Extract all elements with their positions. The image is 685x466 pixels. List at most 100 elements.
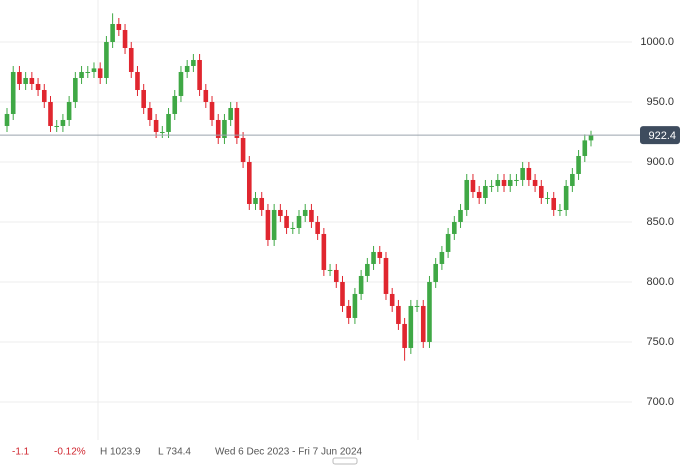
candle-body bbox=[29, 77, 35, 84]
y-tick-label: 750.0 bbox=[646, 336, 674, 348]
candle-body bbox=[23, 77, 28, 84]
candle-body bbox=[122, 29, 128, 48]
y-tick-label: 700.0 bbox=[646, 396, 674, 408]
candle-body bbox=[222, 119, 227, 138]
candle-body bbox=[153, 119, 159, 132]
candle-body bbox=[514, 179, 519, 181]
grid: 700.0 750.0 800.0 850.0 900.0 950.0 1000.0 bbox=[0, 36, 674, 408]
candle-body bbox=[228, 107, 233, 120]
candle-body bbox=[240, 137, 246, 162]
candle-body bbox=[582, 140, 588, 156]
candle-body bbox=[203, 89, 209, 102]
candle-body bbox=[483, 185, 488, 198]
candle-body bbox=[340, 281, 345, 306]
candle-body bbox=[352, 293, 358, 318]
candle-body bbox=[545, 197, 550, 199]
candle-body bbox=[551, 197, 557, 210]
candle-body bbox=[526, 167, 532, 180]
candles bbox=[4, 13, 594, 361]
candle-body bbox=[116, 23, 122, 30]
candle-body bbox=[365, 263, 370, 276]
candle-body bbox=[110, 23, 115, 42]
candle-body bbox=[458, 209, 463, 222]
candle-body bbox=[414, 305, 420, 307]
high-label: H 1023.9 bbox=[100, 447, 141, 458]
candle-body bbox=[85, 71, 91, 73]
candle-body bbox=[91, 68, 97, 72]
overlay: 922.4 bbox=[0, 126, 680, 145]
candle-body bbox=[234, 107, 240, 138]
candle-body bbox=[79, 71, 84, 78]
candle-body bbox=[209, 101, 215, 120]
candle-body bbox=[538, 185, 544, 198]
candle-body bbox=[470, 179, 476, 192]
candle-body bbox=[97, 68, 103, 78]
candle-body bbox=[371, 251, 376, 264]
candle-body bbox=[265, 209, 271, 240]
candle-body bbox=[408, 305, 414, 348]
candle-body bbox=[489, 185, 494, 187]
candle-body bbox=[104, 41, 109, 78]
candle-body bbox=[433, 263, 438, 282]
candle-body bbox=[160, 131, 165, 133]
y-tick-label: 950.0 bbox=[646, 96, 674, 108]
y-tick-label: 1000.0 bbox=[640, 36, 674, 48]
candle-body bbox=[520, 167, 525, 180]
candle-body bbox=[588, 135, 594, 141]
candle-body bbox=[346, 305, 352, 318]
candle-body bbox=[35, 83, 41, 90]
candle-body bbox=[377, 251, 383, 258]
last-price-label: 922.4 bbox=[648, 130, 676, 142]
y-tick-label: 900.0 bbox=[646, 156, 674, 168]
candle-body bbox=[445, 233, 451, 252]
candle-body bbox=[402, 323, 407, 348]
candle-body bbox=[135, 71, 140, 90]
candle-body bbox=[296, 215, 302, 228]
candle-body bbox=[66, 101, 72, 120]
candle-body bbox=[383, 257, 389, 294]
candle-body bbox=[476, 191, 482, 198]
candle-body bbox=[427, 281, 432, 342]
candle-body bbox=[507, 179, 513, 186]
candle-body bbox=[284, 215, 289, 228]
candle-body bbox=[420, 305, 426, 342]
candle-body bbox=[321, 233, 327, 270]
candle-body bbox=[570, 173, 575, 186]
candle-body bbox=[166, 113, 171, 132]
date-range: Wed 6 Dec 2023 - Fri 7 Jun 2024 bbox=[215, 447, 363, 458]
candle-body bbox=[197, 59, 202, 90]
candle-body bbox=[576, 155, 581, 174]
last-price-box bbox=[640, 126, 680, 145]
candle-body bbox=[54, 125, 60, 127]
candle-body bbox=[315, 221, 320, 234]
candle-body bbox=[333, 269, 339, 282]
scroll-handle[interactable] bbox=[332, 457, 358, 465]
candle-body bbox=[302, 209, 308, 216]
candle-body bbox=[73, 77, 78, 102]
candle-body bbox=[557, 209, 563, 211]
candle-body bbox=[246, 161, 252, 204]
candle-body bbox=[271, 209, 277, 240]
low-label: L 734.4 bbox=[158, 447, 191, 458]
candle-body bbox=[48, 101, 53, 126]
candle-body bbox=[532, 179, 538, 186]
candle-body bbox=[4, 113, 10, 126]
candle-body bbox=[215, 119, 221, 138]
candle-body bbox=[389, 293, 395, 306]
candle-body bbox=[563, 185, 569, 210]
candle-body bbox=[501, 179, 507, 186]
change: -1.1 bbox=[12, 447, 30, 458]
y-tick-label: 850.0 bbox=[646, 216, 674, 228]
candle-body bbox=[464, 179, 470, 210]
candle-body bbox=[172, 95, 178, 114]
candle-body bbox=[452, 221, 457, 234]
candle-body bbox=[309, 209, 314, 222]
candle-body bbox=[128, 47, 134, 72]
candle-body bbox=[178, 71, 184, 96]
candle-body bbox=[191, 59, 196, 66]
candle-body bbox=[358, 275, 364, 294]
candle-body bbox=[41, 89, 47, 102]
candle-body bbox=[184, 65, 190, 72]
candle-body bbox=[10, 71, 16, 114]
